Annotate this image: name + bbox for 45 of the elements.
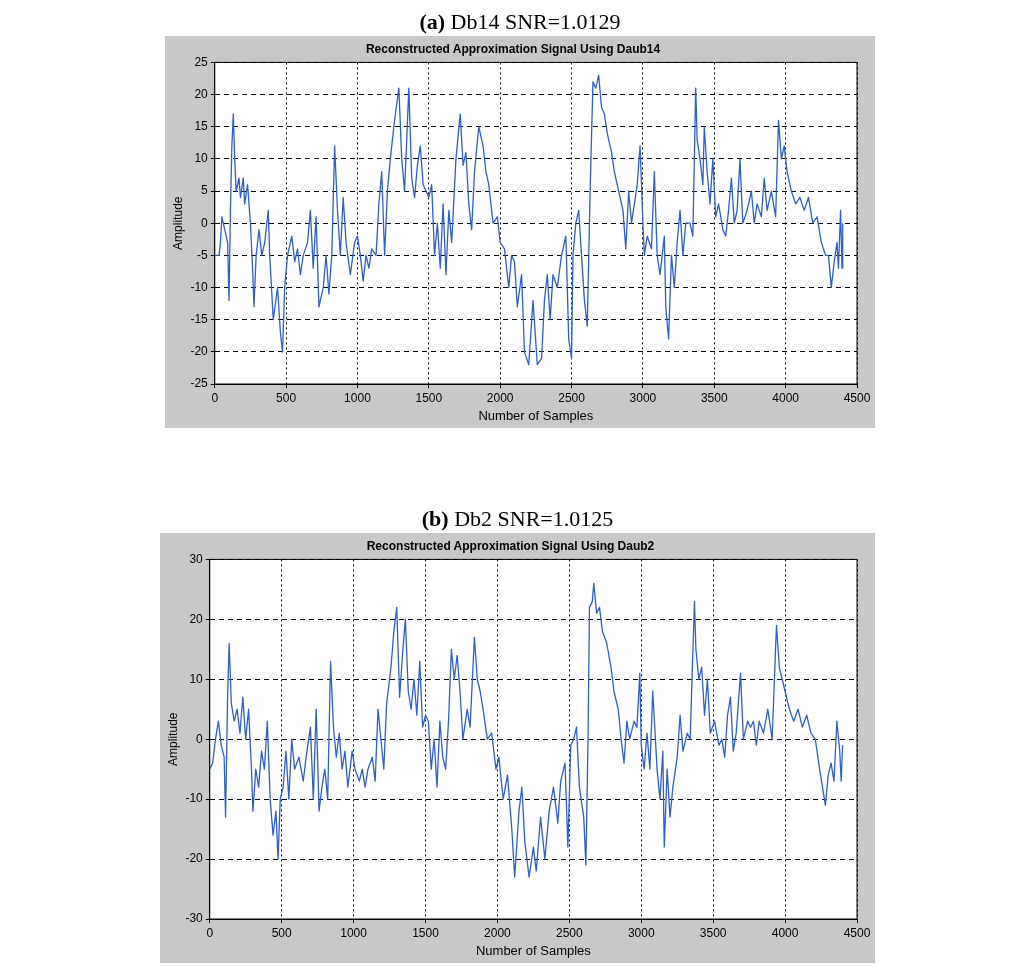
x-tick-label: 4500 [843,390,871,405]
x-tick-label: 0 [211,390,219,405]
y-tick-label: 20 [194,86,209,101]
chart-subtitle: Reconstructed Approximation Signal Using Daub14 [365,41,661,56]
x-tick-label: 2500 [555,925,583,940]
y-tick-label: 0 [196,731,204,746]
x-tick-label: 500 [276,390,297,405]
x-tick-label: 2000 [486,390,514,405]
y-tick-label: -5 [197,247,209,262]
chart-title: (a) Db14 SNR=1.0129 [418,8,622,36]
x-axis-title: Number of Samples [475,942,592,958]
x-tick-label: 2500 [558,390,586,405]
x-tick-label: 4000 [771,925,799,940]
y-tick-label: 5 [201,183,209,198]
y-axis-title: Amplitude [165,712,180,766]
x-tick-label: 3000 [629,390,657,405]
y-tick-label: -15 [190,311,209,326]
y-tick-label: 30 [189,551,204,566]
y-tick-label: -20 [190,344,209,359]
y-tick-label: 10 [194,151,209,166]
y-tick-label: 10 [189,671,204,686]
x-tick-label: 2000 [484,925,512,940]
y-tick-label: 20 [189,611,204,626]
x-tick-label: 3000 [627,925,655,940]
y-tick-label: -30 [185,911,204,926]
chart-subtitle: Reconstructed Approximation Signal Using Daub2 [366,538,655,553]
x-tick-label: 4000 [772,390,800,405]
x-tick-label: 1500 [412,925,440,940]
x-axis-title: Number of Samples [478,407,594,423]
x-tick-label: 1000 [344,390,372,405]
y-tick-label: -25 [190,376,209,391]
y-axis-title: Amplitude [170,196,185,250]
x-tick-label: 1500 [415,390,443,405]
x-tick-label: 3500 [699,925,727,940]
x-tick-label: 4500 [843,925,871,940]
y-tick-label: 15 [194,119,209,134]
y-tick-label: 0 [201,215,209,230]
y-tick-label: 25 [194,54,209,69]
y-tick-label: -10 [190,279,209,294]
y-tick-label: -10 [185,791,204,806]
y-tick-label: -20 [185,851,204,866]
x-tick-label: 500 [271,925,292,940]
x-tick-label: 1000 [340,925,368,940]
x-tick-label: 3500 [700,390,728,405]
chart-title: (b) Db2 SNR=1.0125 [420,505,615,533]
